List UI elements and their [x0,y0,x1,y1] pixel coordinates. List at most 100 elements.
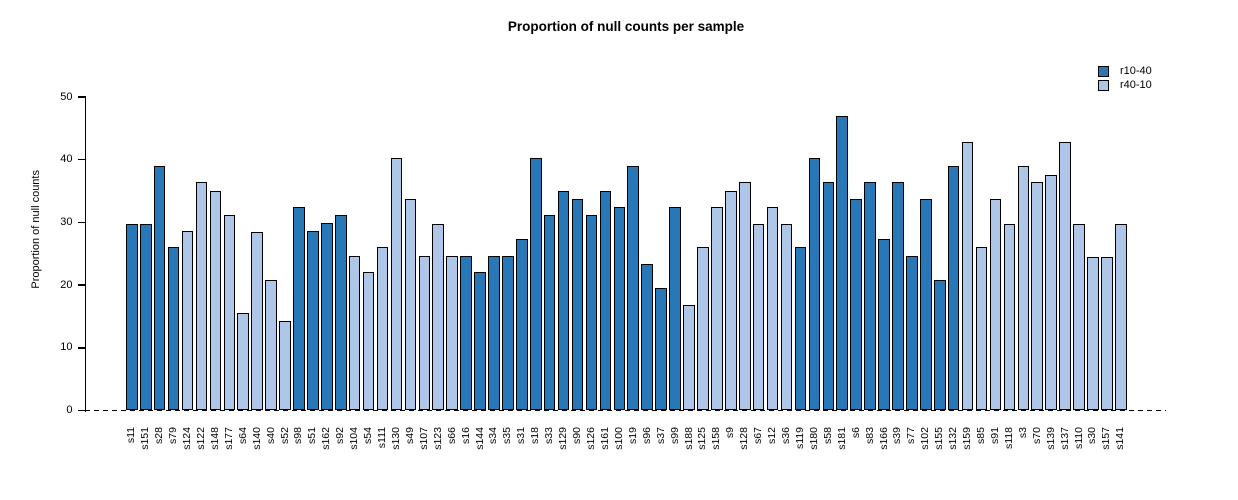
bar [543,214,556,411]
bar [446,256,458,411]
zero-baseline-dashed [85,409,1166,412]
bar [738,182,751,411]
bar [1017,165,1030,411]
bar [683,304,695,411]
x-tick-label: s19 [626,427,639,444]
x-tick-label: s141 [1114,427,1127,450]
y-tick-label: 40 [60,153,73,166]
x-tick-label: s148 [208,427,221,450]
bar [906,256,918,411]
bar [321,223,333,411]
x-tick-label: s110 [1072,427,1085,449]
x-tick-label: s31 [515,427,528,444]
bar [181,231,194,411]
x-tick-label: s67 [752,427,765,444]
bar [167,247,180,411]
x-tick-label: s90 [571,427,584,444]
bar [878,239,890,411]
bar [571,198,584,411]
bar [390,158,403,411]
x-tick-label: s96 [640,427,653,444]
x-tick-label: s77 [905,427,918,444]
x-tick-label: s39 [891,427,904,444]
bar [460,256,472,411]
x-tick-label: s162 [320,427,333,450]
y-tick-label: 20 [60,278,73,291]
chart-title: Proportion of null counts per sample [507,19,745,34]
x-tick-label: s129 [557,427,570,450]
bar [1073,223,1085,411]
bar [265,280,277,411]
y-axis-title: Proportion of null counts [30,170,42,289]
bar [376,246,389,411]
legend-label: r10-40 [1120,65,1152,78]
bar [1087,256,1099,411]
bar [655,288,667,411]
bar [1059,142,1071,411]
x-tick-label: s11 [125,427,138,444]
bar [126,223,138,411]
bar [307,231,319,411]
bar [209,191,222,411]
x-tick-label: s70 [1030,427,1043,444]
x-tick-label: s158 [710,427,723,450]
bar [1031,182,1044,411]
x-tick-label: s102 [919,427,932,450]
bar [153,165,166,411]
bar [474,271,486,411]
x-tick-label: s36 [780,427,792,444]
x-tick-label: s3 [1016,427,1029,439]
x-tick-label: s119 [793,427,806,449]
x-tick-label: s188 [682,427,695,450]
legend-label: r40-10 [1120,78,1152,91]
x-tick-label: s9 [724,427,737,439]
y-tick-mark [77,221,86,224]
bar [223,214,236,411]
bar [139,223,152,411]
x-tick-label: s51 [306,427,319,444]
bar [752,223,765,411]
legend-swatch [1098,66,1109,78]
x-tick-label: s12 [766,427,779,444]
bar [1115,223,1127,411]
bar [933,280,946,411]
x-tick-label: s35 [501,427,514,444]
x-tick-label: s161 [598,427,611,450]
y-tick-mark [77,347,86,349]
bar [947,165,960,411]
bar [892,182,904,411]
legend-item: r10-40 [1098,65,1152,79]
y-tick-label: 50 [60,90,73,103]
x-tick-label: s91 [988,427,1001,444]
bar [822,182,835,411]
bar [864,182,876,411]
bar [529,158,542,411]
x-tick-label: s85 [975,427,988,444]
bar [237,312,250,411]
y-tick-mark [77,409,86,412]
y-tick-label: 0 [66,404,73,416]
bar [780,223,793,411]
x-tick-label: s28 [153,427,166,444]
bar [488,256,500,411]
bar [641,263,653,411]
x-tick-label: s79 [167,427,180,444]
bar [1101,256,1113,411]
bar [920,198,932,411]
x-tick-label: s66 [445,427,458,444]
x-tick-label: s128 [738,427,751,450]
x-tick-label: s177 [222,427,235,450]
bar [794,247,807,411]
x-tick-label: s92 [334,427,347,444]
bar [585,214,598,411]
bar [613,206,626,411]
x-tick-label: s6 [849,427,862,439]
x-tick-label: s140 [250,427,263,450]
bar [432,223,445,411]
x-tick-label: s181 [835,427,848,450]
y-axis-line [84,97,87,412]
x-tick-label: s83 [863,427,876,444]
bar [836,116,849,411]
bar [293,206,305,411]
